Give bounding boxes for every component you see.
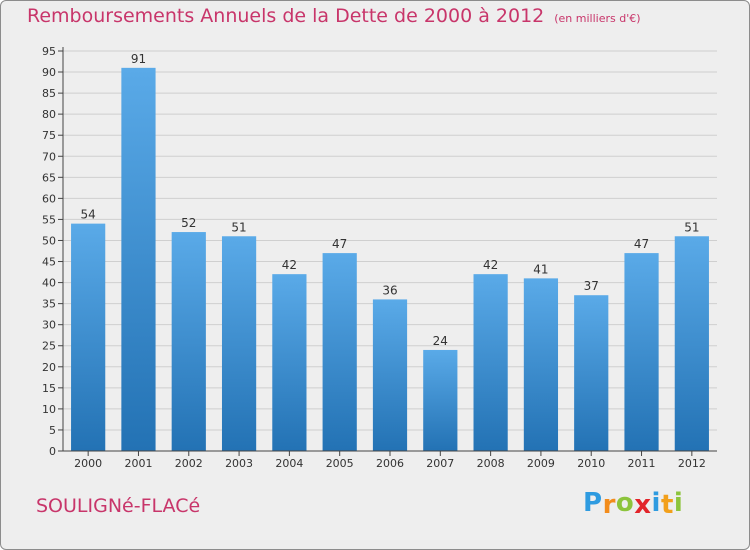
x-tick-label: 2009 — [527, 457, 555, 470]
bar-2000 — [71, 223, 106, 451]
x-tick-label: 2007 — [426, 457, 454, 470]
y-tick-label: 80 — [42, 108, 56, 121]
logo-letter: i — [673, 488, 684, 518]
y-tick-label: 70 — [42, 150, 56, 163]
data-label: 24 — [433, 334, 448, 348]
x-tick-label: 2003 — [225, 457, 253, 470]
data-label: 37 — [584, 279, 599, 293]
bars — [71, 67, 709, 451]
chart-title-text: Remboursements Annuels de la Dette de 20… — [27, 5, 545, 27]
y-tick-label: 40 — [42, 277, 56, 290]
logo-letter: o — [615, 488, 635, 518]
x-tick-label: 2012 — [678, 457, 706, 470]
data-label: 51 — [684, 220, 699, 234]
data-label: 47 — [634, 237, 649, 251]
data-label: 47 — [332, 237, 347, 251]
y-tick-label: 30 — [42, 319, 56, 332]
data-label: 42 — [483, 258, 498, 272]
y-tick-label: 90 — [42, 66, 56, 79]
y-tick-label: 50 — [42, 234, 56, 247]
y-tick-label: 95 — [42, 45, 56, 58]
bar-2011 — [624, 253, 659, 451]
y-tick-label: 5 — [49, 424, 56, 437]
data-label: 41 — [533, 262, 548, 276]
y-tick-label: 85 — [42, 87, 56, 100]
y-tick-label: 0 — [49, 445, 56, 458]
x-tick-label: 2004 — [275, 457, 303, 470]
y-tick-label: 45 — [42, 256, 56, 269]
bar-2003 — [221, 236, 257, 451]
bar-2009 — [523, 278, 559, 451]
bar-2005 — [322, 253, 357, 451]
data-label: 51 — [231, 220, 246, 234]
data-label: 54 — [81, 208, 96, 222]
y-tick-label: 15 — [42, 382, 56, 395]
x-tick-label: 2005 — [326, 457, 354, 470]
x-tick-label: 2011 — [628, 457, 656, 470]
bar-2010 — [574, 295, 609, 451]
bar-2008 — [473, 274, 508, 451]
x-tick-label: 2008 — [477, 457, 505, 470]
data-label: 42 — [282, 258, 297, 272]
logo-letter: P — [583, 488, 603, 518]
labels: 0 5 10 15 20 25 30 35 40 45 50 55 60 65 70 75 80 85 90 95 54… — [42, 45, 706, 470]
proxiti-logo: Proxiti — [583, 488, 684, 520]
chart-title: Remboursements Annuels de la Dette de 20… — [27, 5, 641, 27]
data-label: 52 — [181, 216, 196, 230]
x-tick-label: 2000 — [74, 457, 102, 470]
y-tick-label: 75 — [42, 129, 56, 142]
bar-2002 — [171, 232, 206, 451]
logo-letter: i — [651, 488, 661, 518]
axes — [58, 47, 717, 456]
place-name: SOULIGNé-FLACé — [36, 495, 201, 517]
bar-2007 — [423, 349, 458, 451]
y-tick-label: 10 — [42, 403, 56, 416]
x-tick-label: 2006 — [376, 457, 404, 470]
chart-unit-label: (en milliers d'€) — [554, 12, 641, 25]
y-tick-label: 20 — [42, 361, 56, 374]
bar-2006 — [372, 299, 408, 451]
bar-2004 — [272, 274, 307, 451]
data-label: 91 — [131, 52, 146, 66]
bar-2001 — [121, 67, 156, 451]
logo-letter: t — [660, 490, 674, 520]
y-tick-label: 55 — [42, 213, 56, 226]
x-tick-label: 2001 — [124, 457, 152, 470]
x-tick-label: 2002 — [175, 457, 203, 470]
y-tick-label: 65 — [42, 171, 56, 184]
y-tick-label: 25 — [42, 340, 56, 353]
x-tick-label: 2010 — [577, 457, 605, 470]
data-label: 36 — [382, 283, 397, 297]
y-tick-label: 60 — [42, 192, 56, 205]
bar-2012 — [674, 236, 709, 451]
y-tick-label: 35 — [42, 298, 56, 311]
logo-letter: x — [634, 490, 652, 520]
logo-letter: r — [602, 490, 616, 520]
